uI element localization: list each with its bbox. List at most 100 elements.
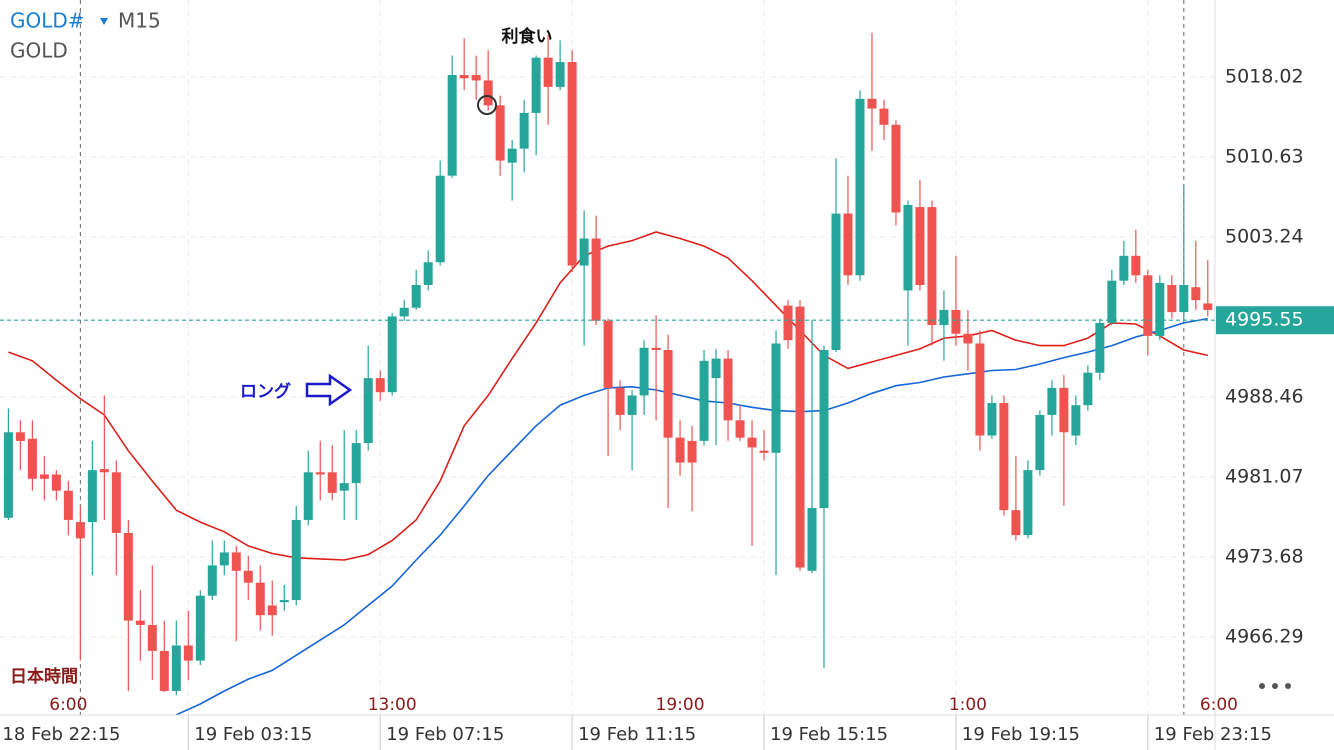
annotation: ロング xyxy=(240,381,291,402)
candle-body xyxy=(327,472,337,493)
candle-body xyxy=(39,474,49,479)
candle-body xyxy=(375,378,385,393)
candle-body xyxy=(711,358,721,379)
candle-body xyxy=(543,57,553,87)
entry-arrow xyxy=(305,373,353,407)
candle-body xyxy=(675,437,685,463)
candle-body xyxy=(579,238,589,266)
menu-button[interactable] xyxy=(1259,683,1291,689)
candle-body xyxy=(123,532,133,621)
candle-body xyxy=(987,403,997,436)
instrument-name: GOLD xyxy=(10,39,68,63)
candle-body xyxy=(1071,405,1081,436)
candle-body xyxy=(435,175,445,263)
candle-body xyxy=(483,80,493,106)
candle-body xyxy=(1155,282,1165,336)
candle-body xyxy=(15,432,25,441)
candle-body xyxy=(927,207,937,326)
symbol-dropdown[interactable] xyxy=(100,18,108,25)
y-tick-label: 4973.68 xyxy=(1225,545,1304,567)
candle-body xyxy=(867,98,877,109)
candle-body xyxy=(1143,275,1153,336)
menu-dot xyxy=(1285,683,1291,689)
candle-body xyxy=(291,519,301,601)
candle-body xyxy=(447,75,457,176)
candle-body xyxy=(303,472,313,520)
menu-dot xyxy=(1259,683,1265,689)
candle-body xyxy=(639,347,649,396)
candle-body xyxy=(807,508,817,571)
x-tick-label: 19 Feb 19:15 xyxy=(962,724,1080,745)
candle-body xyxy=(855,98,865,276)
candle-body xyxy=(1095,322,1105,373)
candle-body xyxy=(183,645,193,661)
x-tick-label: 19 Feb 23:15 xyxy=(1154,724,1272,745)
x-tick-label: 19 Feb 15:15 xyxy=(770,724,888,745)
candle-body xyxy=(1119,255,1129,281)
candle-body xyxy=(651,347,661,350)
candle-body xyxy=(351,443,361,484)
candle-body xyxy=(1047,387,1057,415)
candle-body xyxy=(75,522,85,539)
candle-body xyxy=(663,349,673,438)
candle-body xyxy=(1107,280,1117,323)
x-tick-label: 19 Feb 11:15 xyxy=(578,724,696,745)
candle-body xyxy=(3,432,13,518)
candle-body xyxy=(963,333,973,344)
candle-body xyxy=(843,213,853,276)
candle-body xyxy=(615,387,625,415)
symbol[interactable]: GOLD# xyxy=(10,9,85,33)
candle-body xyxy=(363,378,373,444)
candle-body xyxy=(1179,285,1189,313)
candle-body xyxy=(27,438,37,479)
candle-body xyxy=(255,582,265,616)
exit-marker xyxy=(477,95,497,115)
candle-body xyxy=(951,309,961,334)
candle-body xyxy=(339,483,349,491)
candle-body xyxy=(315,472,325,475)
candle-body xyxy=(939,309,949,326)
candle-body xyxy=(531,57,541,113)
candle-body xyxy=(135,620,145,625)
y-tick-label: 5010.63 xyxy=(1225,145,1304,167)
candle-body xyxy=(903,204,913,291)
moving-average xyxy=(175,317,1208,716)
y-tick-label: 4988.46 xyxy=(1225,385,1304,407)
candle-body xyxy=(243,570,253,583)
y-tick-label: 5003.24 xyxy=(1225,225,1304,247)
candle-body xyxy=(471,75,481,81)
candle-body xyxy=(555,62,565,87)
candle-body xyxy=(231,552,241,571)
last-price-box xyxy=(1216,306,1334,335)
jst-caption: 日本時間 xyxy=(10,666,78,687)
menu-dot xyxy=(1272,683,1278,689)
candle-body xyxy=(507,148,517,163)
candle-body xyxy=(495,105,505,161)
candle-body xyxy=(423,262,433,286)
candle-body xyxy=(171,645,181,691)
candle-body xyxy=(1131,255,1141,276)
jst-tick-label: 1:00 xyxy=(949,695,987,715)
candle-body xyxy=(735,420,745,438)
x-tick-label: 19 Feb 03:15 xyxy=(194,724,312,745)
candle-body xyxy=(267,605,277,616)
candle-body xyxy=(1083,372,1093,406)
candle-body xyxy=(1191,287,1201,301)
candle-body xyxy=(795,306,805,568)
candle-body xyxy=(603,320,613,388)
annotation: 利食い xyxy=(502,26,553,47)
candle-body xyxy=(399,307,409,317)
candle-body xyxy=(567,62,577,266)
last-price-label: 4995.55 xyxy=(1225,309,1304,331)
candle-body xyxy=(891,124,901,213)
jst-tick-label: 6:00 xyxy=(49,695,87,715)
x-tick-label: 19 Feb 07:15 xyxy=(386,724,504,745)
y-tick-label: 4981.07 xyxy=(1225,465,1304,487)
jst-tick-label: 13:00 xyxy=(368,695,417,715)
candle-body xyxy=(1059,387,1069,433)
candle-body xyxy=(627,395,637,415)
candle-body xyxy=(279,600,289,603)
candle-body xyxy=(1167,285,1177,313)
timeframe: M15 xyxy=(118,9,161,33)
